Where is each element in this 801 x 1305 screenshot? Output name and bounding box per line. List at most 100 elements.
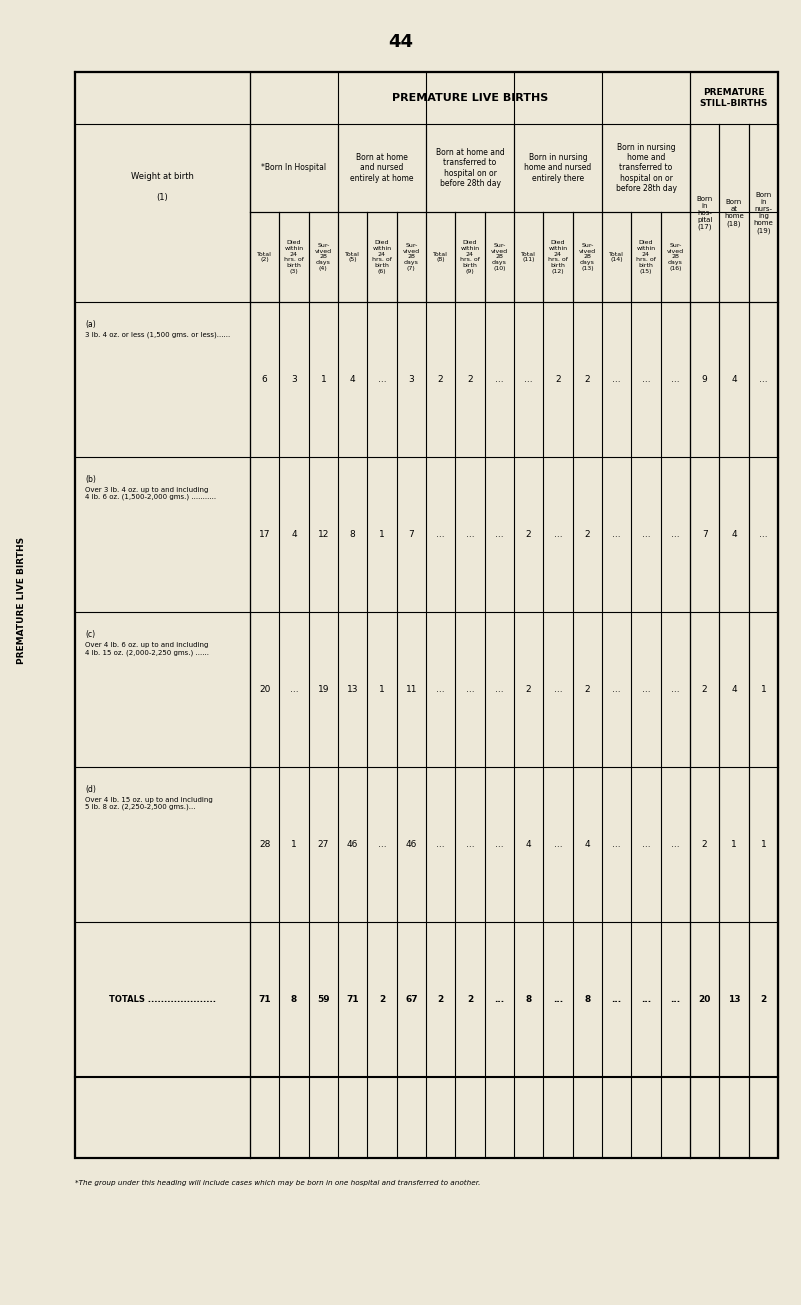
Text: 8: 8 <box>350 530 356 539</box>
Text: ...: ... <box>494 994 505 1004</box>
Text: ...: ... <box>553 840 562 850</box>
Text: 2: 2 <box>467 375 473 384</box>
Text: ...: ... <box>671 375 679 384</box>
Text: 8: 8 <box>584 994 590 1004</box>
Text: 2: 2 <box>555 375 561 384</box>
Bar <box>75 301 250 457</box>
Text: 4: 4 <box>585 840 590 850</box>
Text: ...: ... <box>553 994 563 1004</box>
Text: Born at home
and nursed
entirely at home: Born at home and nursed entirely at home <box>350 153 414 183</box>
Text: Born at home and
transferred to
hospital on or
before 28th day: Born at home and transferred to hospital… <box>436 147 505 188</box>
Text: ...: ... <box>671 840 679 850</box>
Text: ...: ... <box>495 685 504 694</box>
Text: ...: ... <box>495 375 504 384</box>
Text: 2: 2 <box>525 685 532 694</box>
Text: 4: 4 <box>731 530 737 539</box>
Text: Born
in
nurs-
ing
home
(19): Born in nurs- ing home (19) <box>754 192 773 234</box>
Text: 4: 4 <box>292 530 297 539</box>
Text: 1: 1 <box>379 685 384 694</box>
Text: 2: 2 <box>702 840 707 850</box>
Text: 59: 59 <box>317 994 330 1004</box>
Text: TOTALS .....................: TOTALS ..................... <box>109 994 216 1004</box>
Text: ...: ... <box>612 994 622 1004</box>
Text: 4: 4 <box>731 685 737 694</box>
Text: Died
within
24
hrs. of
birth
(3): Died within 24 hrs. of birth (3) <box>284 240 304 274</box>
Text: ...: ... <box>437 685 445 694</box>
Text: ...: ... <box>612 685 621 694</box>
Text: Over 4 lb. 6 oz. up to and including
4 lb. 15 oz. (2,000-2,250 gms.) ......: Over 4 lb. 6 oz. up to and including 4 l… <box>85 642 209 655</box>
Text: 17: 17 <box>259 530 271 539</box>
Text: Born in nursing
home and
transferred to
hospital on or
before 28th day: Born in nursing home and transferred to … <box>615 142 677 193</box>
Text: 4: 4 <box>731 375 737 384</box>
Text: ...: ... <box>465 840 474 850</box>
Text: 6: 6 <box>262 375 268 384</box>
Text: Sur-
vived
28
days
(7): Sur- vived 28 days (7) <box>403 243 420 271</box>
Text: 20: 20 <box>698 994 710 1004</box>
Text: 2: 2 <box>525 530 532 539</box>
Text: ...: ... <box>759 530 767 539</box>
Text: ...: ... <box>612 375 621 384</box>
Text: ...: ... <box>465 685 474 694</box>
Text: 2: 2 <box>585 375 590 384</box>
Bar <box>75 767 250 923</box>
Text: ...: ... <box>642 685 650 694</box>
Text: 19: 19 <box>317 685 329 694</box>
Text: 1: 1 <box>731 840 737 850</box>
Bar <box>75 72 778 1158</box>
Text: Born
at
home
(18): Born at home (18) <box>724 200 744 227</box>
Text: 28: 28 <box>259 840 271 850</box>
Text: 71: 71 <box>259 994 271 1004</box>
Text: ...: ... <box>465 530 474 539</box>
Text: 2: 2 <box>585 685 590 694</box>
Text: Sur-
vived
28
days
(13): Sur- vived 28 days (13) <box>579 243 596 271</box>
Text: 46: 46 <box>405 840 417 850</box>
Text: 1: 1 <box>760 840 767 850</box>
Text: Weight at birth

(1): Weight at birth (1) <box>131 172 194 202</box>
Text: (a): (a) <box>85 320 96 329</box>
Text: PREMATURE
STILL-BIRTHS: PREMATURE STILL-BIRTHS <box>700 89 768 108</box>
Text: ...: ... <box>437 530 445 539</box>
Text: 4: 4 <box>350 375 356 384</box>
Text: Total
(11): Total (11) <box>521 252 536 262</box>
Text: Born in nursing
home and nursed
entirely there: Born in nursing home and nursed entirely… <box>525 153 592 183</box>
Text: 2: 2 <box>438 375 444 384</box>
Text: Over 4 lb. 15 oz. up to and including
5 lb. 8 oz. (2,250-2,500 gms.)...: Over 4 lb. 15 oz. up to and including 5 … <box>85 797 213 810</box>
Text: ...: ... <box>612 530 621 539</box>
Text: ...: ... <box>670 994 680 1004</box>
Text: ...: ... <box>290 685 298 694</box>
Bar <box>75 72 778 1158</box>
Text: 4: 4 <box>525 840 532 850</box>
Text: *Born In Hospital: *Born In Hospital <box>261 163 327 172</box>
Text: ...: ... <box>642 530 650 539</box>
Bar <box>75 457 250 612</box>
Text: 8: 8 <box>291 994 297 1004</box>
Text: ...: ... <box>553 530 562 539</box>
Text: 27: 27 <box>318 840 329 850</box>
Text: 2: 2 <box>702 685 707 694</box>
Text: 1: 1 <box>760 685 767 694</box>
Text: 20: 20 <box>259 685 271 694</box>
Text: 2: 2 <box>467 994 473 1004</box>
Text: ...: ... <box>553 685 562 694</box>
Text: Died
within
24
hrs. of
birth
(6): Died within 24 hrs. of birth (6) <box>372 240 392 274</box>
Bar <box>75 612 250 767</box>
Text: 2: 2 <box>379 994 385 1004</box>
Text: Born
in
hos-
pital
(17): Born in hos- pital (17) <box>697 196 713 230</box>
Text: PREMATURE LIVE BIRTHS: PREMATURE LIVE BIRTHS <box>392 93 548 103</box>
Text: ...: ... <box>525 375 533 384</box>
Text: 1: 1 <box>379 530 384 539</box>
Text: Over 3 lb. 4 oz. up to and including
4 lb. 6 oz. (1,500-2,000 gms.) ...........: Over 3 lb. 4 oz. up to and including 4 l… <box>85 487 216 501</box>
Text: 11: 11 <box>405 685 417 694</box>
Text: ...: ... <box>437 840 445 850</box>
Text: (c): (c) <box>85 630 95 639</box>
Text: 1: 1 <box>320 375 326 384</box>
Text: *The group under this heading will include cases which may be born in one hospit: *The group under this heading will inclu… <box>75 1180 481 1186</box>
Text: Died
within
24
hrs. of
birth
(12): Died within 24 hrs. of birth (12) <box>548 240 568 274</box>
Text: 7: 7 <box>702 530 707 539</box>
Text: 9: 9 <box>702 375 707 384</box>
Text: Sur-
vived
28
days
(10): Sur- vived 28 days (10) <box>491 243 508 271</box>
Text: ...: ... <box>641 994 651 1004</box>
Text: 67: 67 <box>405 994 417 1004</box>
Text: Total
(2): Total (2) <box>257 252 272 262</box>
Text: ...: ... <box>642 375 650 384</box>
